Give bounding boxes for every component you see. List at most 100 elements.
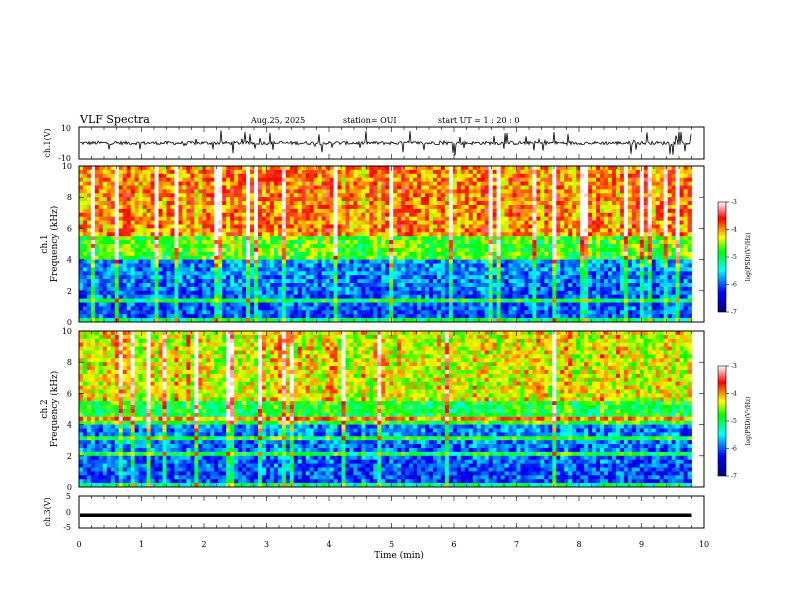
spectrogram-cell: [269, 286, 275, 292]
spectrogram-cell: [425, 263, 430, 268]
spectrogram-cell: [82, 185, 88, 190]
spectrogram-cell: [524, 193, 529, 198]
spectrogram-cell: [405, 193, 410, 198]
spectrogram-cell: [297, 205, 303, 210]
spectrogram-cell: [655, 267, 661, 272]
spectrogram-cell: [126, 279, 132, 284]
spectrogram-cell: [170, 197, 175, 202]
spectrogram-cell: [174, 247, 179, 253]
spectrogram-cell: [150, 212, 155, 218]
spectrogram-cell: [611, 224, 617, 229]
spectrogram-cell: [456, 255, 462, 260]
spectrogram-cell: [508, 181, 513, 186]
spectrogram-cell: [627, 216, 633, 221]
spectrogram-cell: [170, 228, 175, 233]
spectrogram-cell: [512, 212, 517, 218]
spectrogram-cell: [472, 205, 478, 210]
spectrogram-cell: [353, 208, 358, 214]
spectrogram-cell: [210, 193, 215, 198]
spectrogram-cell: [317, 197, 323, 202]
spectrogram-cell: [389, 251, 394, 257]
spectrogram-cell: [277, 216, 283, 221]
spectrogram-cell: [552, 228, 557, 233]
spectrogram-cell: [118, 205, 124, 210]
spectrogram-cell: [432, 267, 438, 272]
spectrogram-cell: [619, 267, 625, 272]
spectrogram-cell: [496, 286, 501, 292]
spectrogram-cell: [94, 216, 100, 221]
spectrogram-cell: [254, 286, 259, 292]
spectrogram-cell: [548, 271, 553, 276]
spectrogram-cell: [572, 255, 577, 260]
spectrogram-cell: [492, 267, 498, 272]
spectrogram-cell: [476, 181, 482, 186]
spectrogram-cell: [186, 166, 191, 171]
spectrogram-cell: [345, 228, 350, 233]
spectrogram-cell: [568, 275, 573, 280]
spectrogram-cell: [576, 255, 581, 260]
spectrogram-cell: [369, 275, 374, 280]
spectrogram-cell: [194, 212, 199, 218]
spectrogram-cell: [405, 244, 410, 249]
spectrogram-cell: [222, 279, 227, 284]
spectrogram-cell: [464, 275, 470, 280]
spectrogram-cell: [234, 185, 239, 190]
spectrogram-cell: [576, 283, 581, 288]
spectrogram-cell: [285, 267, 291, 272]
spectrogram-cell: [448, 201, 454, 206]
spectrogram-cell: [269, 240, 275, 245]
spectrogram-cell: [580, 263, 585, 268]
spectrogram-cell: [150, 236, 155, 241]
spectrogram-cell: [341, 212, 346, 218]
spectrogram-cell: [448, 279, 454, 284]
spectrogram-cell: [627, 224, 633, 229]
spectrogram-cell: [409, 236, 414, 241]
spectrogram-cell: [393, 271, 398, 276]
spectrogram-cell: [504, 185, 509, 190]
spectrogram-cell: [540, 212, 545, 218]
spectrogram-cell: [516, 251, 521, 257]
spectrogram-cell: [484, 251, 490, 257]
spectrogram-cell: [365, 212, 370, 218]
spectrogram-cell: [90, 286, 96, 292]
spectrogram-cell: [246, 275, 251, 280]
spectrogram-cell: [560, 283, 565, 288]
spectrogram-cell: [365, 181, 370, 186]
spectrogram-cell: [452, 189, 458, 194]
ytick-ch1-bottom: -10: [58, 154, 71, 163]
spectrogram-cell: [377, 255, 382, 260]
spectrogram-cell: [413, 173, 418, 179]
spectrogram-cell: [552, 232, 557, 237]
spectrogram-cell: [281, 166, 287, 171]
spectrogram-cell: [417, 205, 422, 210]
spectrogram-cell: [401, 220, 406, 225]
spectrogram-cell: [305, 185, 311, 190]
spectrogram-cell: [174, 263, 179, 268]
spectrogram-cell: [257, 193, 263, 198]
spectrogram-cell: [655, 177, 661, 182]
spectrogram-cell: [432, 279, 438, 284]
spectrogram-cell: [385, 228, 390, 233]
spectrogram-cell: [293, 236, 299, 241]
spectrogram-cell: [536, 205, 541, 210]
spectrogram-cell: [250, 275, 255, 280]
spectrogram-cell: [385, 177, 390, 182]
spectrogram-cell: [432, 189, 438, 194]
spectrogram-cell: [82, 240, 88, 245]
spectrogram-cell: [444, 208, 450, 214]
spectrogram-cell: [182, 220, 187, 225]
spectrogram-cell: [293, 169, 299, 175]
spectrogram-cell: [202, 267, 207, 272]
spectrogram-cell: [671, 185, 676, 190]
spectrogram-cell: [659, 232, 665, 237]
spectrogram-cell: [254, 247, 259, 253]
spectrogram-cell: [683, 255, 688, 260]
spectrogram-cell: [588, 224, 593, 229]
spectrogram-cell: [110, 173, 116, 179]
spectrogram-cell: [484, 181, 490, 186]
spectrogram-cell: [226, 259, 231, 264]
spectrogram-cell: [222, 177, 227, 182]
spectrogram-cell: [86, 212, 92, 218]
spectrogram-cell: [190, 279, 195, 284]
spectrogram-cell: [464, 193, 470, 198]
